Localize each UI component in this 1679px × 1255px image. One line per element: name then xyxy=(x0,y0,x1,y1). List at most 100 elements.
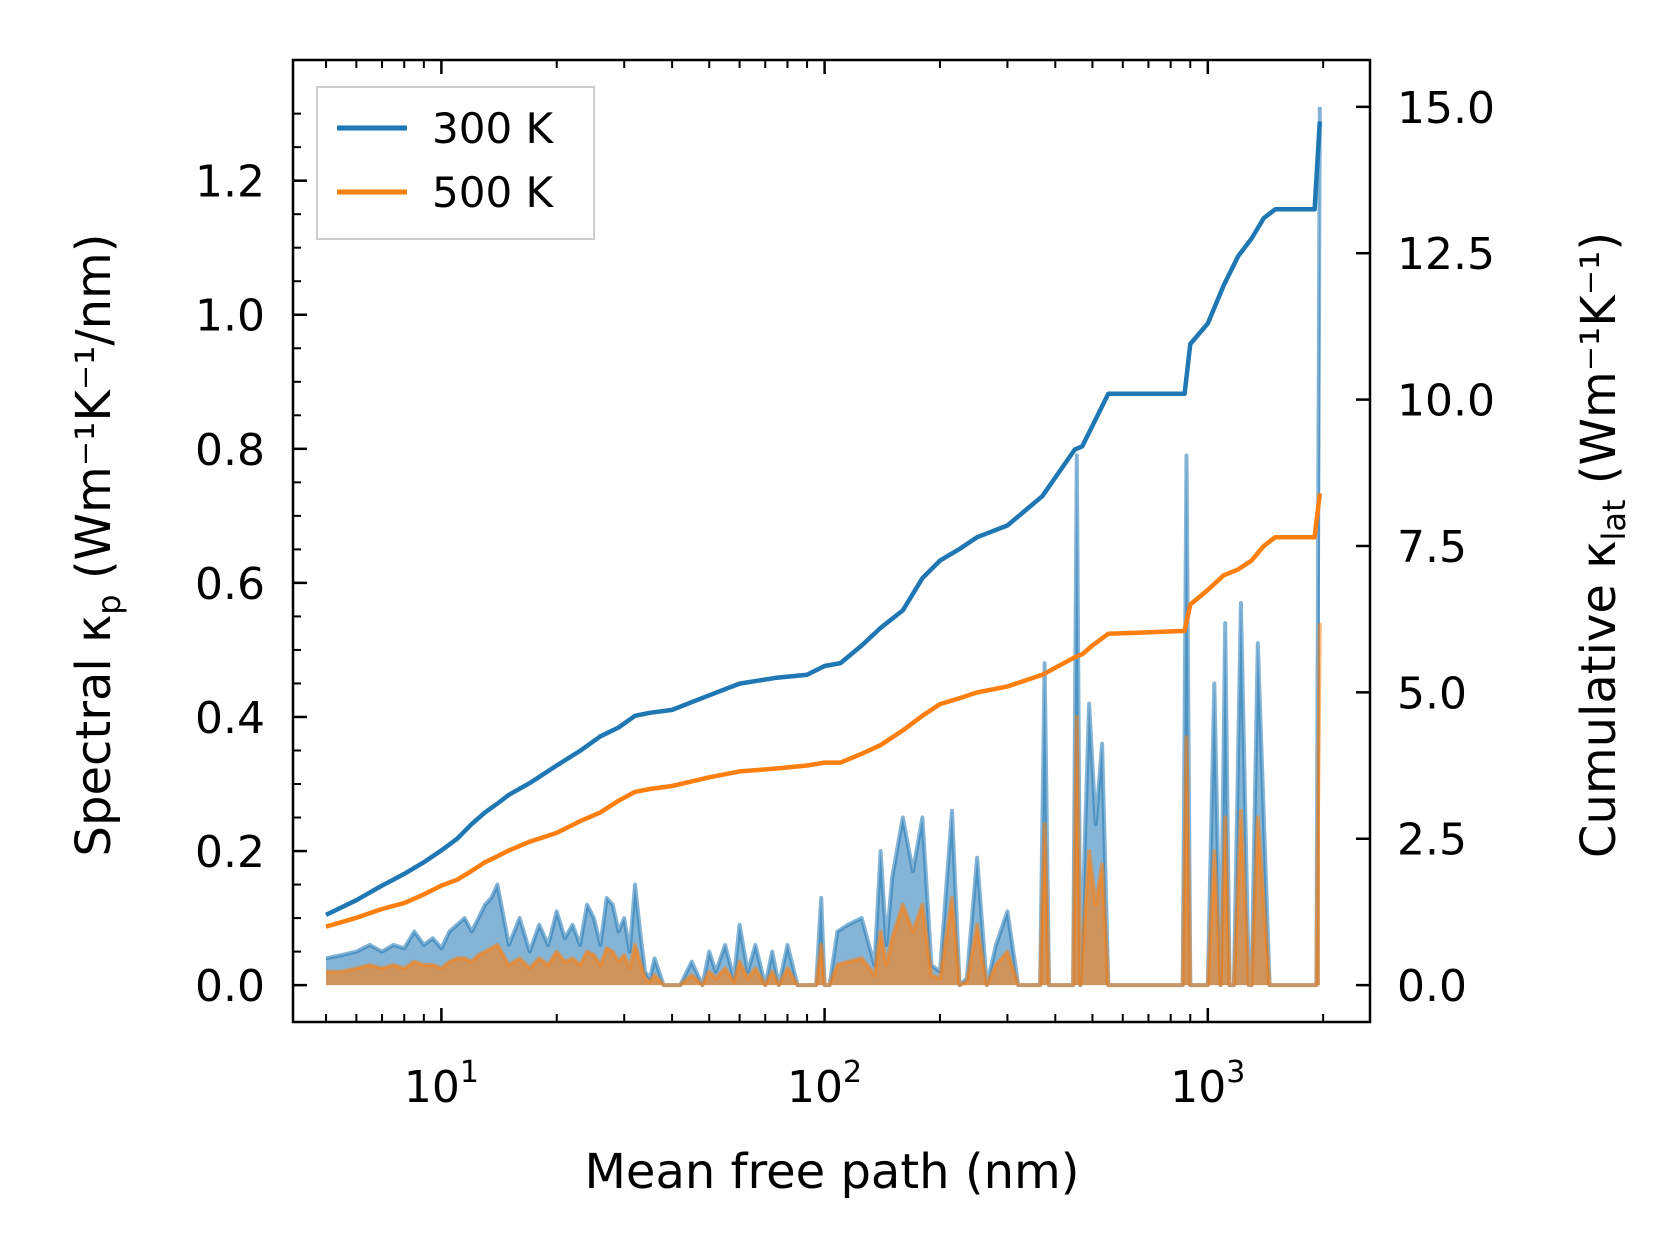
legend-box xyxy=(316,86,595,240)
spectral-point-500k xyxy=(600,964,602,966)
spectral-point-300k xyxy=(449,931,451,933)
spectral-point-300k xyxy=(579,944,581,946)
spectral-point-500k xyxy=(629,968,631,970)
tick-layer: 101 102 1030.00.20.40.60.81.01.20.02.55.07… xyxy=(195,60,1495,1113)
spectral-point-500k xyxy=(634,944,636,946)
spectral-point-300k xyxy=(922,817,924,819)
spectral-point-500k xyxy=(649,981,651,983)
spectral-point-500k xyxy=(1207,984,1209,986)
spectral-point-300k xyxy=(724,944,726,946)
spectral-point-500k xyxy=(778,984,780,986)
cumulative-point-500k xyxy=(1263,545,1265,547)
spectral-point-300k xyxy=(478,917,480,919)
spectral-point-300k xyxy=(381,951,383,953)
left-y-tick-label: 0.6 xyxy=(195,559,265,610)
spectral-point-300k xyxy=(618,931,620,933)
cumulative-point-300k xyxy=(618,727,620,729)
legend-label-300k: 300 K xyxy=(432,104,555,153)
cumulative-point-500k xyxy=(634,791,636,793)
spectral-point-300k xyxy=(1044,663,1046,665)
x-tick-label-base: 10 xyxy=(787,1062,843,1113)
spectral-point-500k xyxy=(606,948,608,950)
spectral-point-300k xyxy=(891,877,893,879)
spectral-point-500k xyxy=(529,968,531,970)
spectral-point-500k xyxy=(663,984,665,986)
spectral-fill-layer xyxy=(325,106,1322,988)
spectral-point-500k xyxy=(1224,817,1226,819)
cumulative-point-300k xyxy=(1108,393,1110,395)
cumulative-point-500k xyxy=(403,902,405,904)
spectral-point-500k xyxy=(1229,984,1231,986)
spectral-point-500k xyxy=(847,961,849,963)
spectral-point-300k xyxy=(623,917,625,919)
spectral-point-500k xyxy=(1240,810,1242,812)
spectral-point-500k xyxy=(449,961,451,963)
spectral-line-500k xyxy=(326,623,1322,988)
spectral-point-300k xyxy=(456,924,458,926)
cumulative-point-500k xyxy=(529,841,531,843)
x-axis-label: Mean free path (nm) xyxy=(585,1144,1080,1200)
cumulative-line-500k xyxy=(325,493,1323,929)
x-tick-label: 101 xyxy=(404,1055,479,1113)
cumulative-point-500k xyxy=(824,762,826,764)
spectral-point-500k xyxy=(1281,984,1283,986)
cumulative-point-300k xyxy=(1251,238,1253,240)
spectral-point-500k xyxy=(886,964,888,966)
cumulative-point-300k xyxy=(497,803,499,805)
cumulative-point-500k xyxy=(381,908,383,910)
cumulative-point-300k xyxy=(880,627,882,629)
spectral-point-300k xyxy=(393,944,395,946)
spectral-point-300k xyxy=(886,944,888,946)
spectral-point-500k xyxy=(644,978,646,980)
cumulative-point-500k xyxy=(1275,536,1277,538)
spectral-point-300k xyxy=(1186,455,1188,457)
x-tick-label-exponent: 2 xyxy=(843,1055,862,1090)
cumulative-point-300k xyxy=(1092,425,1094,427)
spectral-point-500k xyxy=(771,971,773,973)
cumulative-point-500k xyxy=(959,697,961,699)
spectral-point-300k xyxy=(976,857,978,859)
right-y-axis-label: Cumulative κlat (Wm⁻¹K⁻¹) xyxy=(1571,232,1633,858)
spectral-point-500k xyxy=(1182,984,1184,986)
spectral-point-300k xyxy=(1088,703,1090,705)
cumulative-point-300k xyxy=(508,794,510,796)
spectral-point-300k xyxy=(547,944,549,946)
spectral-point-300k xyxy=(1095,823,1097,825)
left-y-tick-label: 0.4 xyxy=(195,693,265,744)
cumulative-point-500k xyxy=(671,785,673,787)
cumulative-point-300k xyxy=(1074,449,1076,451)
spectral-point-500k xyxy=(441,968,443,970)
cumulative-point-500k xyxy=(1190,604,1192,606)
cumulative-point-300k xyxy=(1081,446,1083,448)
spectral-point-500k xyxy=(939,978,941,980)
cumulative-point-500k xyxy=(1081,654,1083,656)
spectral-point-300k xyxy=(508,944,510,946)
spectral-point-500k xyxy=(593,954,595,956)
cumulative-point-300k xyxy=(1184,393,1186,395)
spectral-point-500k xyxy=(679,984,681,986)
spectral-point-300k xyxy=(341,954,343,956)
spectral-point-300k xyxy=(441,948,443,950)
cumulative-point-300k xyxy=(356,899,358,901)
spectral-point-500k xyxy=(538,958,540,960)
spectral-point-500k xyxy=(1214,850,1216,852)
spectral-point-300k xyxy=(820,897,822,899)
cumulative-point-300k xyxy=(1263,217,1265,219)
cumulative-point-300k xyxy=(649,712,651,714)
spectral-point-500k xyxy=(1312,984,1314,986)
cumulative-point-300k xyxy=(600,736,602,738)
spectral-point-300k xyxy=(464,917,466,919)
spectral-point-500k xyxy=(1190,984,1192,986)
cumulative-point-500k xyxy=(1223,575,1225,577)
cumulative-point-300k xyxy=(1190,343,1192,345)
spectral-point-300k xyxy=(471,931,473,933)
spectral-point-500k xyxy=(464,958,466,960)
spectral-point-500k xyxy=(951,897,953,899)
cumulative-point-300k xyxy=(423,861,425,863)
left-y-tick-label: 1.0 xyxy=(195,291,265,342)
spectral-point-500k xyxy=(1186,736,1188,738)
cumulative-point-300k xyxy=(441,850,443,852)
right-y-tick-label: 10.0 xyxy=(1397,376,1495,427)
right-y-tick-label: 12.5 xyxy=(1397,229,1495,280)
